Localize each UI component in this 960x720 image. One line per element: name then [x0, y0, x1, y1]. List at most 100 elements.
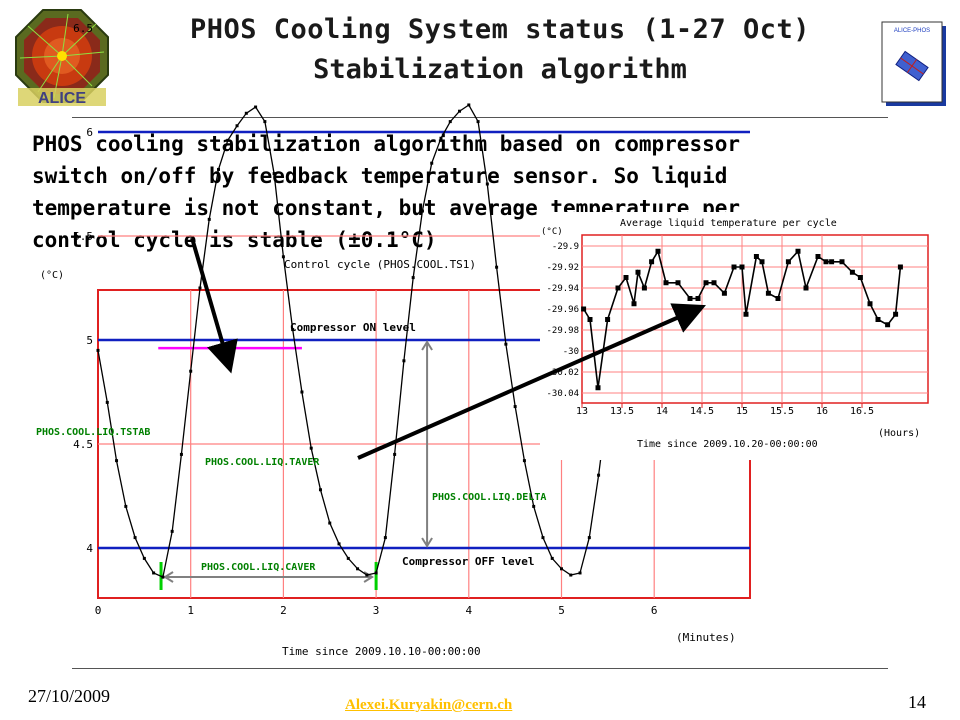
main-chart-title: Control cycle (PHOS.COOL.TS1): [284, 258, 476, 271]
avg-temp-point: [695, 296, 701, 301]
avg-temp-point: [631, 301, 637, 307]
control-cycle-point: [281, 255, 285, 259]
avg-temp-point: [623, 275, 629, 280]
caver-label: PHOS.COOL.LIQ.CAVER: [201, 562, 316, 573]
control-cycle-point: [495, 265, 499, 269]
control-cycle-point: [318, 488, 322, 492]
avg-temp-point: [635, 269, 641, 275]
control-cycle-point: [393, 452, 397, 456]
control-cycle-point: [244, 111, 248, 115]
avg-temp-point: [595, 385, 601, 391]
avg-temp-point: [753, 254, 759, 259]
slide-title: PHOS Cooling System status (1-27 Oct): [190, 14, 810, 45]
avg-temp-point: [675, 280, 681, 286]
control-cycle-point: [467, 103, 471, 107]
avg-temp-point: [711, 280, 717, 286]
compressor-off-label: Compressor OFF level: [402, 555, 534, 568]
main-x-tick: 3: [373, 604, 380, 617]
taver-label: PHOS.COOL.LIQ.TAVER: [205, 457, 320, 468]
body-line-4: control cycle is stable (±0.1°C): [32, 228, 437, 252]
control-cycle-point: [597, 473, 601, 477]
avg-temp-point: [839, 259, 845, 265]
inset-ticks: 13 13.5 14 14.5 15 15.5 16 16.5 -29.9 -29.92 -29.9…: [546, 242, 874, 417]
avg-temp-point: [703, 280, 709, 286]
control-cycle-point: [411, 276, 415, 280]
avg-temp-point: [655, 248, 661, 254]
control-cycle-point: [504, 342, 508, 346]
avg-temp-point: [875, 317, 881, 322]
inset-chart-xunit: (Hours): [878, 428, 920, 439]
main-x-tick: 4: [465, 604, 472, 617]
inset-x-tick: 13: [576, 406, 588, 417]
control-cycle-point: [522, 459, 526, 463]
main-x-tick: 0: [95, 604, 102, 617]
control-cycle-point: [198, 286, 202, 290]
control-cycle-point: [189, 369, 193, 373]
avg-temp-point: [663, 280, 669, 286]
avg-temp-point: [587, 317, 593, 322]
main-chart-xunit: (Minutes): [676, 631, 736, 644]
control-cycle-point: [309, 446, 313, 450]
control-cycle-point: [115, 459, 119, 463]
inset-frame: [581, 234, 929, 404]
control-cycle-point: [485, 182, 489, 186]
avg-temp-point: [849, 269, 855, 275]
control-cycle-point: [105, 400, 109, 404]
delta-label: PHOS.COOL.LIQ.DELTA: [432, 492, 546, 503]
inset-x-tick: 16: [816, 406, 828, 417]
avg-temp-point: [897, 264, 903, 270]
control-cycle-point: [179, 452, 183, 456]
avg-temp-point: [743, 311, 749, 317]
control-cycle-point: [569, 573, 573, 577]
bottom-divider: [72, 668, 888, 669]
avg-temp-point: [649, 259, 655, 265]
avg-temp-point: [785, 259, 791, 265]
text-to-curve-arrow: [190, 237, 238, 374]
main-y-tick: 5: [86, 334, 93, 347]
avg-temp-point: [803, 285, 809, 291]
slide-subtitle: Stabilization algorithm: [313, 54, 687, 85]
main-chart-ylabel: (°C): [40, 270, 64, 281]
avg-temp-point: [775, 296, 781, 301]
compressor-on-label: Compressor ON level: [290, 321, 416, 334]
main-ticks: 0 1 2 3 4 5 6 4 4.5 5 5.5 6 6.5: [73, 22, 657, 617]
control-cycle-point: [217, 167, 221, 171]
inset-y-tick: -29.92: [546, 263, 579, 273]
control-cycle-point: [133, 536, 137, 540]
inset-x-tick: 14: [656, 406, 668, 417]
control-cycle-point: [383, 536, 387, 540]
avg-temp-point: [687, 296, 693, 301]
page-number: 14: [908, 692, 926, 712]
footer-date: 27/10/2009: [28, 686, 111, 706]
avg-temp-point: [641, 285, 647, 291]
inset-y-tick: -29.98: [546, 326, 579, 336]
inset-x-tick: 15.5: [770, 406, 794, 417]
inset-y-tick: -30: [563, 347, 579, 357]
main-y-tick: 4: [86, 542, 93, 555]
footer-email-link[interactable]: Alexei.Kuryakin@cern.ch: [345, 697, 513, 713]
control-cycle-point: [420, 209, 424, 213]
inset-x-tick: 16.5: [850, 406, 874, 417]
avg-temp-point: [581, 306, 587, 312]
control-cycle-point: [365, 573, 369, 577]
avg-temp-point: [739, 264, 745, 270]
control-cycle-point: [263, 120, 267, 124]
main-x-tick: 1: [187, 604, 194, 617]
control-cycle-point: [207, 217, 211, 221]
main-x-tick: 6: [651, 604, 658, 617]
inset-x-tick: 13.5: [610, 406, 634, 417]
avg-temp-point: [605, 317, 611, 322]
avg-temp-point: [867, 301, 873, 307]
avg-temp-point: [765, 290, 771, 296]
inset-y-tick: -30.04: [546, 389, 579, 399]
avg-temp-point: [721, 290, 727, 296]
avg-temp-point: [615, 285, 621, 291]
avg-temp-point: [759, 259, 765, 265]
inset-chart-xlabel: Time since 2009.10.20-00:00:00: [637, 439, 818, 450]
avg-temp-point: [885, 322, 891, 328]
control-cycle-point: [541, 536, 545, 540]
inset-y-tick: -29.96: [546, 305, 579, 315]
inset-grid: [581, 234, 929, 408]
control-cycle-point: [578, 571, 582, 575]
control-cycle-point: [226, 138, 230, 142]
